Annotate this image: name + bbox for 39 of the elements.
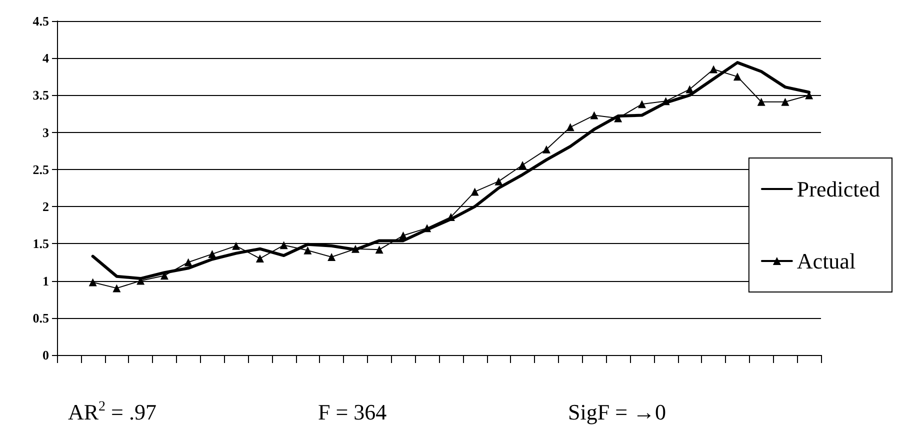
point <box>566 123 574 132</box>
point <box>494 177 503 186</box>
point <box>757 98 766 106</box>
point <box>304 246 312 254</box>
legend-label: Actual <box>796 248 856 274</box>
y-tick-label: 0 <box>42 348 49 362</box>
point <box>686 85 694 94</box>
point <box>184 258 192 266</box>
point <box>208 250 216 258</box>
y-tick-label: 1 <box>42 273 49 288</box>
point <box>88 278 97 286</box>
point <box>112 284 121 292</box>
point <box>518 160 527 169</box>
y-tick-label: 2.5 <box>32 162 50 177</box>
y-tick-label: 3.5 <box>32 88 50 103</box>
y-tick-label: 4 <box>42 50 50 66</box>
point <box>375 246 384 254</box>
point <box>470 188 479 196</box>
y-tick-label: 0.5 <box>32 310 50 326</box>
y-tick-label: 4.5 <box>32 14 50 28</box>
point <box>399 232 408 240</box>
text: SigF = →0 <box>568 400 666 424</box>
legend-label: Predicted <box>796 176 880 202</box>
point <box>590 111 598 120</box>
y-tick-label: 3 <box>42 124 50 140</box>
point <box>136 276 145 285</box>
point <box>614 114 622 122</box>
text: F = 364 <box>318 400 387 424</box>
point <box>232 242 240 250</box>
point <box>638 100 646 108</box>
point <box>328 253 336 262</box>
y-tick-label: 1.5 <box>32 236 50 252</box>
point <box>280 241 288 250</box>
point <box>542 145 550 154</box>
point <box>733 72 742 81</box>
point <box>256 254 264 263</box>
point <box>710 65 718 74</box>
y-tick-label: 2 <box>42 199 49 214</box>
point <box>781 98 790 106</box>
